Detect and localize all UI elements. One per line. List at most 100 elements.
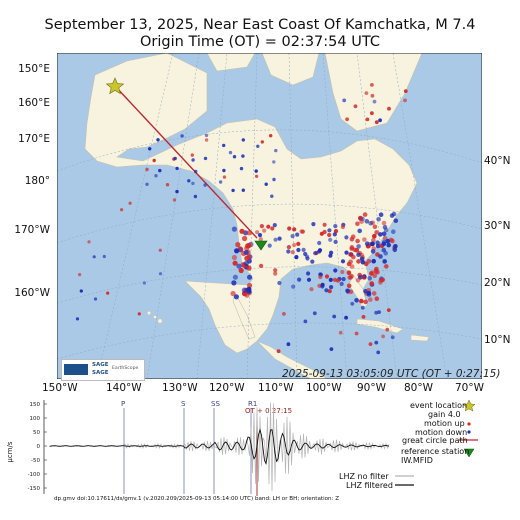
station-dot bbox=[367, 276, 373, 281]
station-dot bbox=[236, 263, 242, 269]
station-dot bbox=[256, 144, 260, 148]
station-dot bbox=[354, 331, 359, 336]
station-dot bbox=[286, 245, 291, 250]
waveform-ytick-label: -50 bbox=[31, 458, 40, 464]
station-dot bbox=[362, 237, 367, 242]
station-dot bbox=[158, 248, 162, 252]
station-dot bbox=[243, 260, 249, 266]
station-dot bbox=[364, 219, 370, 224]
station-dot bbox=[333, 268, 338, 273]
legend-lhz-filtered: LHZ filtered bbox=[346, 481, 393, 490]
station-dot bbox=[346, 270, 352, 275]
station-dot bbox=[364, 241, 370, 246]
station-dot bbox=[232, 274, 238, 280]
station-dot bbox=[270, 194, 274, 198]
station-dot bbox=[386, 308, 391, 312]
station-dot bbox=[340, 259, 346, 264]
station-dot bbox=[255, 230, 260, 235]
station-dot bbox=[292, 227, 297, 232]
station-dot bbox=[363, 299, 368, 305]
station-dot bbox=[282, 312, 286, 316]
baja-california bbox=[232, 292, 256, 340]
station-dot bbox=[273, 271, 278, 276]
legend-reference-station: reference station bbox=[401, 447, 470, 456]
legend-lhz-no-filter: LHZ no filter bbox=[339, 472, 389, 481]
station-dot bbox=[391, 229, 396, 234]
station-dot bbox=[259, 263, 264, 268]
station-dot bbox=[378, 212, 384, 217]
station-dot bbox=[317, 240, 322, 246]
station-dot bbox=[306, 277, 312, 282]
station-dot bbox=[329, 347, 334, 351]
station-dot bbox=[277, 236, 282, 241]
station-dot bbox=[222, 168, 226, 173]
waveform-ytick-label: -100 bbox=[28, 472, 41, 478]
station-dot bbox=[381, 231, 387, 237]
station-dot bbox=[273, 268, 278, 273]
station-dot bbox=[222, 175, 227, 179]
station-dot bbox=[291, 284, 296, 289]
station-dot bbox=[254, 169, 258, 173]
map-title-line1: September 13, 2025, Near East Coast Of K… bbox=[44, 17, 476, 33]
station-dot bbox=[393, 244, 398, 249]
footer-doi: dp.gmv doi:10.17611/ds/gmv.1 (v.2020.209… bbox=[54, 496, 340, 502]
event-location-star bbox=[105, 77, 125, 95]
lon-label-bottom: 100°W bbox=[306, 382, 342, 394]
station-dot bbox=[313, 251, 318, 256]
station-dot bbox=[190, 153, 194, 157]
station-dot bbox=[246, 242, 252, 249]
station-dot bbox=[374, 296, 380, 301]
arctic-islands bbox=[261, 53, 320, 86]
lat-label-right: 40°N bbox=[484, 155, 511, 167]
station-dot bbox=[175, 189, 179, 194]
station-dot bbox=[120, 208, 124, 212]
station-dot bbox=[231, 188, 235, 193]
station-dot bbox=[311, 222, 316, 227]
station-dot bbox=[327, 228, 332, 233]
waveform-ylabel: μcm/s bbox=[6, 441, 14, 462]
lon-label-bottom: 80°W bbox=[404, 382, 433, 394]
station-dot bbox=[333, 224, 338, 229]
station-dot bbox=[344, 235, 349, 240]
station-dot bbox=[231, 280, 237, 286]
legend-gain: gain 4.0 bbox=[428, 410, 461, 419]
station-dot bbox=[382, 235, 388, 241]
station-dot bbox=[267, 243, 272, 248]
station-dot bbox=[380, 277, 385, 283]
station-dot bbox=[374, 120, 379, 125]
station-dot bbox=[297, 277, 302, 282]
station-dot bbox=[351, 254, 356, 260]
station-dot bbox=[137, 312, 141, 316]
waveform-ytick-label: 0 bbox=[37, 444, 41, 450]
lat-label-right: 20°N bbox=[484, 277, 511, 289]
station-dot bbox=[310, 259, 315, 264]
station-dot bbox=[368, 297, 373, 302]
station-dot bbox=[269, 134, 273, 138]
station-dot bbox=[156, 138, 160, 142]
lon-label-left: 160°E bbox=[18, 97, 50, 109]
station-dot bbox=[381, 334, 385, 339]
station-dot bbox=[387, 106, 391, 111]
waveform-ytick-label: 50 bbox=[33, 430, 40, 436]
lon-label-left: 150°E bbox=[18, 63, 50, 75]
station-dot bbox=[277, 280, 282, 286]
station-dot bbox=[180, 134, 184, 138]
station-dot bbox=[345, 117, 349, 122]
station-dot bbox=[328, 237, 333, 242]
phase-label: S bbox=[181, 400, 186, 408]
station-dot bbox=[361, 315, 366, 319]
waveform-ytick-label: 150 bbox=[30, 402, 41, 408]
station-dot bbox=[191, 158, 195, 162]
station-dot bbox=[342, 98, 347, 103]
legend-great-circle-path: great circle path bbox=[402, 436, 468, 445]
station-dot bbox=[320, 284, 325, 289]
station-dot bbox=[306, 271, 311, 276]
station-dot bbox=[234, 248, 240, 254]
station-dot bbox=[235, 242, 241, 248]
station-dot bbox=[242, 235, 248, 242]
station-dot bbox=[360, 274, 366, 280]
station-dot bbox=[93, 297, 98, 301]
station-dot bbox=[371, 237, 376, 243]
station-dot bbox=[354, 247, 360, 253]
station-dot bbox=[241, 154, 245, 158]
